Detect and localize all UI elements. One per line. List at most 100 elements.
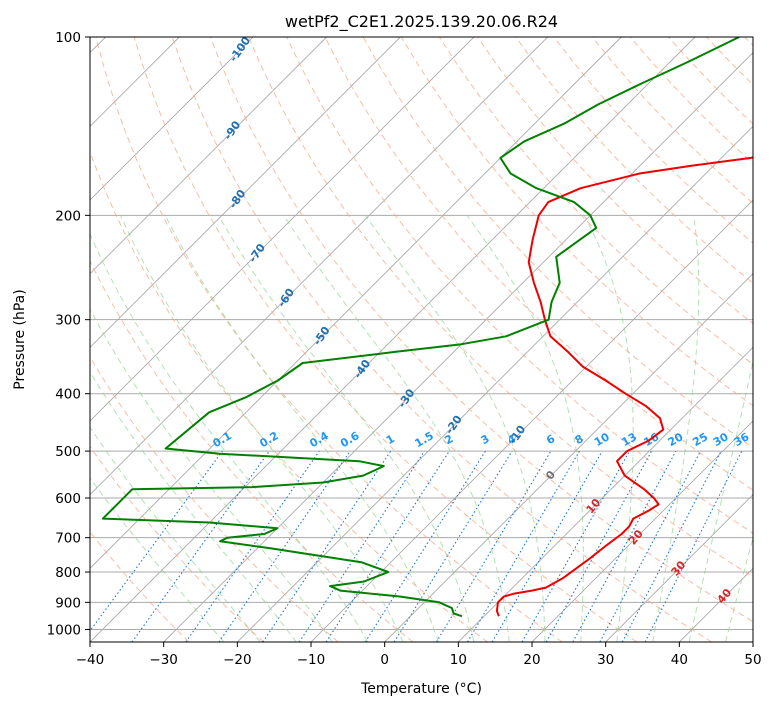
temperature-profile-line (495, 156, 753, 617)
isotherm-line (90, 37, 548, 496)
mixing-ratio-line (364, 450, 486, 642)
isotherm-line (605, 494, 753, 642)
dry-adiabat-line (553, 37, 753, 244)
mixing-ratio-label: 0.4 (307, 429, 331, 450)
line-labels: 0.1 0.2 0.4 0.6 1 1.5 2 3 4 6 8 10 13 16 20 25 30 36-100-… (210, 37, 752, 606)
x-axis-label: Temperature (°C) (360, 681, 482, 697)
x-tick-label: −40 (76, 652, 105, 668)
dry-adiabat-line (90, 356, 339, 642)
moist-adiabat-line (725, 536, 753, 642)
isotherm-line (90, 37, 327, 275)
x-tick-label: −30 (149, 652, 178, 668)
y-axis: 100 200 300 400 500 600 700 800 900 1000 (47, 30, 90, 638)
y-tick-label: 400 (55, 387, 81, 403)
mixing-ratio-line (521, 450, 630, 642)
dry-adiabat-line (668, 37, 753, 125)
x-tick-label: 30 (597, 652, 614, 668)
dry-adiabat-line (90, 259, 414, 642)
moist-adiabat-label: 10 (584, 496, 604, 516)
moist-adiabat-line (90, 308, 333, 642)
mixing-ratio-line (572, 450, 677, 642)
moist-adiabat-line (218, 215, 475, 642)
dry-adiabat-line (210, 37, 753, 623)
mixing-ratio-line (545, 450, 653, 642)
mixing-ratio-line (599, 450, 702, 642)
dry-adiabat-line (90, 445, 264, 642)
dewpoint-profile-line (101, 37, 740, 618)
isotherm-line (531, 420, 753, 642)
plot-frame (89, 36, 754, 643)
moist-adiabat-line (583, 215, 634, 642)
mixing-ratio-line (435, 450, 552, 642)
moist-adiabat-line (90, 426, 261, 642)
x-tick-label: 40 (671, 652, 688, 668)
dry-adiabat-line (90, 531, 190, 642)
moist-adiabat-line (283, 215, 510, 642)
moist-adiabat-line (466, 215, 584, 642)
x-tick-label: 10 (450, 652, 467, 668)
mixing-ratio-label: 36 (732, 430, 752, 449)
dry-adiabat-line (248, 37, 753, 578)
mixing-ratio-label: 20 (666, 430, 686, 449)
mixing-ratio-label: 8 (573, 432, 586, 447)
chart-title: wetPf2_C2E1.2025.139.20.06.R24 (285, 12, 558, 32)
dry-adiabat-line (324, 37, 753, 491)
x-tick-label: 20 (523, 652, 540, 668)
mixing-ratio-line (325, 450, 450, 642)
isotherm-line (384, 273, 753, 642)
isotherm-line (310, 199, 753, 642)
x-axis: −40 −30 −20 −10 0 10 20 30 40 50 (76, 642, 762, 668)
dry-adiabat-line (95, 37, 563, 642)
x-tick-label: 50 (744, 652, 761, 668)
data-series (101, 37, 753, 618)
y-tick-label: 200 (55, 208, 81, 224)
y-tick-label: 900 (55, 595, 81, 611)
mixing-ratio-line (644, 450, 743, 642)
moist-adiabat-line (364, 215, 546, 642)
mixing-ratio-line (467, 450, 580, 642)
dry-adiabat-line (90, 150, 488, 642)
mixing-ratio-label: 3 (479, 432, 492, 447)
isotherm-line (752, 641, 753, 642)
dry-adiabat-line (515, 37, 753, 284)
x-tick-label: 0 (380, 652, 389, 668)
isotherm-line (458, 346, 753, 642)
dry-adiabat-line (591, 37, 753, 204)
moist-adiabat-line (90, 232, 369, 642)
y-axis-label: Pressure (hPa) (12, 289, 28, 389)
moist-adiabat-line (90, 370, 297, 642)
moist-adiabat-line (120, 215, 404, 642)
moist-adiabat-line (688, 358, 753, 642)
isotherm-line (237, 125, 753, 642)
dry-adiabat-line (133, 37, 638, 642)
mixing-ratio-line (90, 450, 223, 632)
mixing-ratio-label: 1 (384, 432, 397, 447)
y-tick-label: 100 (55, 30, 81, 46)
dry-adiabat-line (286, 37, 753, 534)
plot-grid (90, 37, 753, 642)
x-tick-label: −20 (223, 652, 252, 668)
isotherm-line (679, 567, 753, 642)
y-tick-label: 600 (55, 491, 81, 507)
mixing-ratio-line (218, 450, 351, 642)
isotherm-line (90, 37, 696, 642)
y-tick-label: 700 (55, 531, 81, 547)
mixing-ratio-label: 25 (690, 430, 710, 449)
y-tick-label: 500 (55, 444, 81, 460)
y-tick-label: 300 (55, 313, 81, 329)
dry-adiabat-line (706, 37, 753, 86)
mixing-ratio-label: 10 (592, 430, 612, 449)
mixing-ratio-line (393, 450, 513, 642)
x-tick-label: −10 (297, 652, 326, 668)
isotherm-line (90, 37, 475, 422)
isotherm-line (90, 37, 254, 201)
isotherm-line (163, 52, 753, 642)
mixing-ratio-label: 0.2 (257, 429, 280, 450)
mixing-ratio-label: 0.1 (210, 429, 233, 450)
mixing-ratio-line (298, 450, 425, 642)
isotherm-line (90, 37, 622, 569)
y-tick-label: 800 (55, 565, 81, 581)
mixing-ratio-line (262, 450, 392, 642)
y-tick-label: 1000 (47, 622, 81, 638)
